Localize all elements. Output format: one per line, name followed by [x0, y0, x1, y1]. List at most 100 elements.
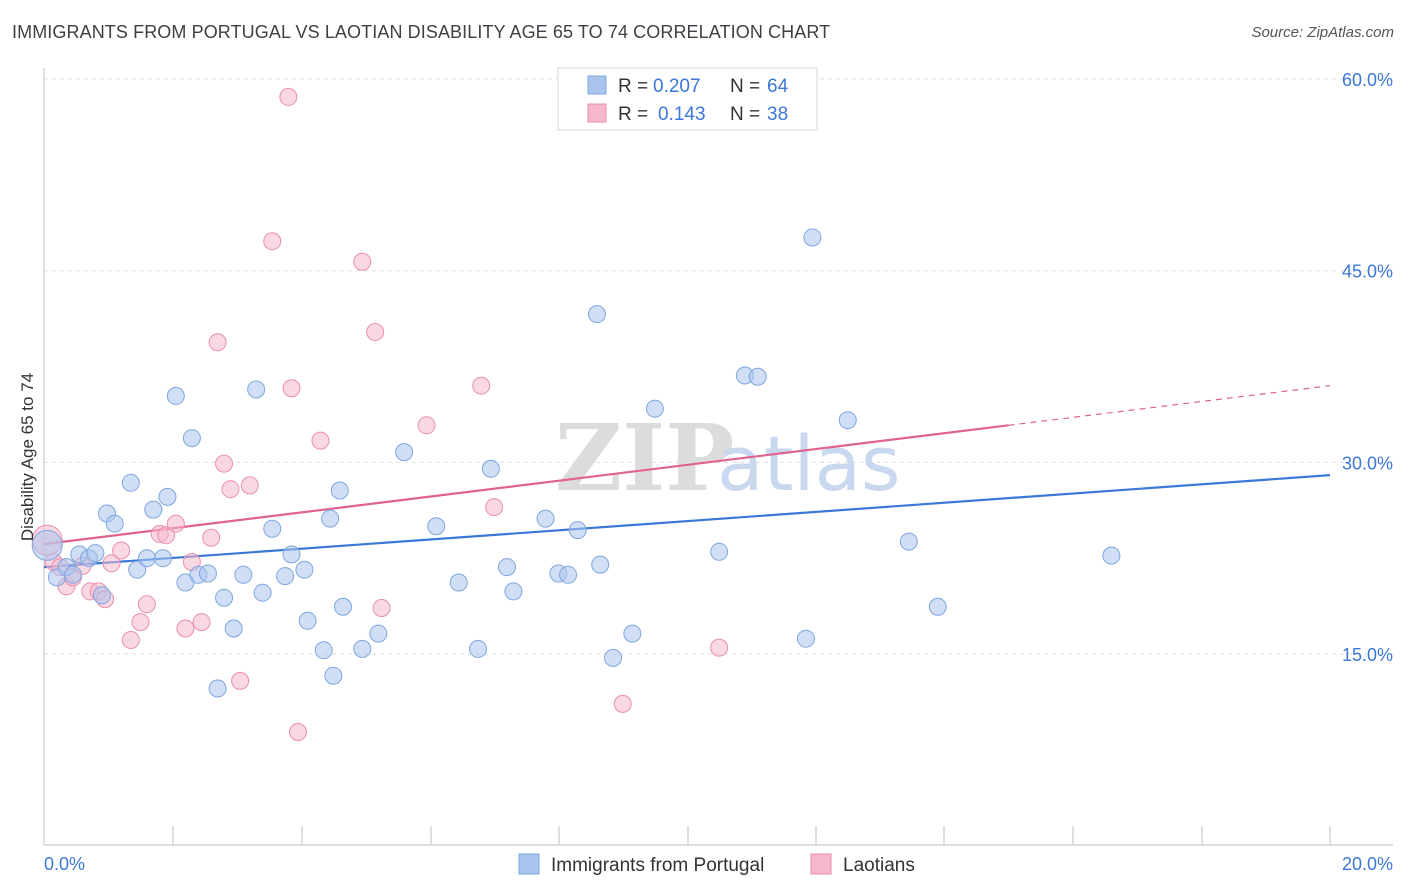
- legend-r-label: R =: [618, 76, 648, 97]
- legend-r-value: 0.207: [653, 76, 701, 97]
- data-points: [31, 87, 1121, 741]
- point-portugal: [748, 367, 767, 386]
- point-portugal: [559, 565, 578, 584]
- point-portugal: [182, 429, 201, 448]
- point-laotians: [485, 498, 504, 517]
- point-laotians: [613, 694, 632, 713]
- point-portugal: [427, 517, 446, 536]
- point-laotians: [102, 554, 121, 573]
- legend: R = 0.207 N = 64 R = 0.143 N = 38: [557, 67, 818, 131]
- point-portugal: [330, 481, 349, 500]
- point-portugal: [86, 544, 105, 563]
- point-portugal: [92, 586, 111, 605]
- trend-line-portugal: [43, 474, 1331, 569]
- point-laotians: [710, 638, 729, 657]
- point-portugal: [31, 529, 63, 561]
- point-portugal: [215, 588, 234, 607]
- point-laotians: [240, 476, 259, 495]
- point-portugal: [587, 305, 606, 324]
- point-laotians: [192, 613, 211, 632]
- legend-swatch-laotians: [587, 103, 607, 123]
- point-portugal: [276, 567, 295, 586]
- point-portugal: [497, 558, 516, 577]
- source-note: Source: ZipAtlas.com: [1251, 24, 1394, 41]
- bottom-legend-swatch-laotians: [810, 853, 832, 875]
- point-portugal: [449, 573, 468, 592]
- point-portugal: [295, 560, 314, 579]
- legend-n-value: 64: [767, 76, 789, 97]
- point-laotians: [131, 613, 150, 632]
- y-axis-label: Disability Age 65 to 74: [18, 373, 37, 541]
- point-laotians: [288, 722, 307, 741]
- legend-n-value: 38: [767, 104, 788, 125]
- point-laotians: [372, 599, 391, 618]
- legend-n-label: N =: [730, 76, 760, 97]
- point-laotians: [417, 416, 436, 435]
- point-portugal: [314, 641, 333, 660]
- point-portugal: [333, 597, 352, 616]
- point-portugal: [899, 532, 918, 551]
- point-portugal: [128, 560, 147, 579]
- point-portugal: [158, 487, 177, 506]
- point-portugal: [224, 619, 243, 638]
- point-portugal: [298, 611, 317, 630]
- point-laotians: [221, 480, 240, 499]
- point-portugal: [623, 624, 642, 643]
- point-laotians: [311, 431, 330, 450]
- point-portugal: [604, 648, 623, 667]
- point-portugal: [838, 411, 857, 430]
- point-portugal: [591, 555, 610, 574]
- point-portugal: [166, 386, 185, 405]
- point-portugal: [369, 624, 388, 643]
- point-portugal: [208, 679, 227, 698]
- point-portugal: [645, 399, 664, 418]
- point-portugal: [198, 564, 217, 583]
- point-laotians: [208, 333, 227, 352]
- point-laotians: [263, 232, 282, 251]
- legend-swatch-portugal: [587, 75, 607, 95]
- point-portugal: [121, 473, 140, 492]
- legend-n-label: N =: [730, 104, 760, 125]
- point-portugal: [105, 514, 124, 533]
- point-laotians: [282, 379, 301, 398]
- point-portugal: [796, 629, 815, 648]
- point-portugal: [263, 519, 282, 538]
- y-tick-label: 45.0%: [1342, 262, 1393, 282]
- point-portugal: [568, 521, 587, 540]
- point-portugal: [504, 582, 523, 601]
- point-laotians: [166, 514, 185, 533]
- point-laotians: [366, 323, 385, 342]
- watermark-atlas: atlas: [717, 419, 901, 508]
- point-laotians: [157, 526, 176, 545]
- point-portugal: [253, 583, 272, 602]
- bottom-legend-label-portugal: Immigrants from Portugal: [551, 855, 764, 876]
- point-portugal: [137, 549, 156, 568]
- legend-r-label: R =: [618, 104, 648, 125]
- point-portugal: [803, 228, 822, 247]
- x-tick-label-left: 0.0%: [44, 854, 85, 874]
- point-laotians: [121, 630, 140, 649]
- point-portugal: [481, 459, 500, 478]
- point-laotians: [231, 671, 250, 690]
- point-portugal: [321, 509, 340, 528]
- point-portugal: [234, 565, 253, 584]
- point-portugal: [247, 380, 266, 399]
- point-laotians: [215, 454, 234, 473]
- point-portugal: [353, 639, 372, 658]
- x-tick-label-right: 20.0%: [1342, 854, 1393, 874]
- trend-line-laotians: [43, 424, 1009, 546]
- trend-line-laotians-extension: [1008, 385, 1331, 426]
- point-portugal: [63, 565, 82, 584]
- point-laotians: [202, 528, 221, 547]
- point-portugal: [469, 639, 488, 658]
- point-laotians: [137, 595, 156, 614]
- point-portugal: [144, 500, 163, 519]
- point-portugal: [928, 597, 947, 616]
- y-tick-label: 30.0%: [1342, 453, 1393, 473]
- chart-title: IMMIGRANTS FROM PORTUGAL VS LAOTIAN DISA…: [12, 22, 831, 42]
- point-laotians: [353, 252, 372, 271]
- point-portugal: [536, 509, 555, 528]
- point-laotians: [279, 87, 298, 106]
- point-portugal: [1102, 546, 1121, 565]
